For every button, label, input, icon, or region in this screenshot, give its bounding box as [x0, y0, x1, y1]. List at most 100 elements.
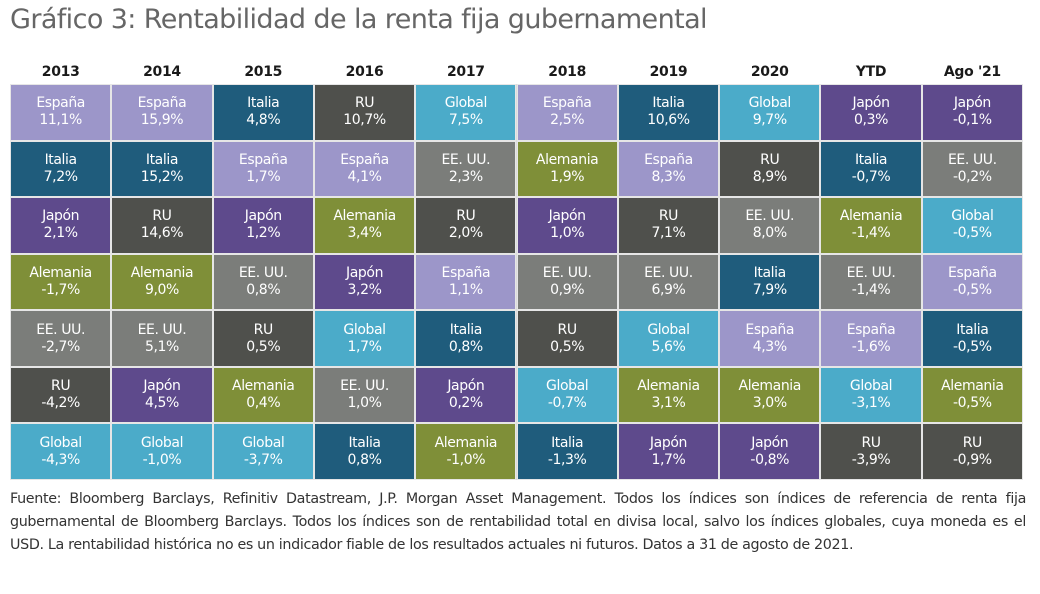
country-label: Alemania [130, 264, 194, 281]
country-label: España [948, 264, 997, 281]
return-value: -4,2% [41, 395, 80, 412]
returns-grid: España 11,1% España 15,9% Italia 4,8% RU 10,7% G… [10, 84, 1023, 480]
grid-cell: Japón 4,5% [111, 366, 213, 424]
country-label: Global [343, 321, 386, 338]
return-value: 7,2% [43, 168, 78, 185]
return-value: -0,5% [953, 338, 992, 355]
return-value: 3,4% [347, 225, 382, 242]
country-label: RU [557, 321, 578, 338]
country-label: Japón [447, 378, 485, 395]
country-label: España [137, 95, 187, 112]
grid-cell: Japón 2,1% [10, 197, 112, 254]
country-label: Japón [346, 264, 384, 281]
grid-cell: Global -1,0% [111, 423, 213, 480]
return-value: 1,9% [550, 168, 585, 185]
grid-cell: Alemania -1,0% [415, 423, 517, 480]
grid-cell: RU 14,6% [111, 197, 213, 254]
return-value: 2,5% [550, 112, 585, 129]
grid-cell: Global -0,5% [921, 197, 1023, 254]
column-header: 2016 [345, 64, 384, 80]
country-label: RU [354, 95, 375, 112]
source-footnote: Fuente: Bloomberg Barclays, Refinitiv Da… [10, 491, 1026, 553]
country-label: RU [760, 151, 780, 168]
grid-cell: Italia 4,8% [212, 84, 314, 141]
country-label: RU [253, 321, 274, 338]
country-label: Alemania [738, 378, 802, 395]
country-label: Italia [44, 151, 78, 168]
country-label: RU [456, 208, 476, 225]
grid-cell: Alemania -1,4% [820, 197, 922, 254]
grid-cell: Alemania 3,4% [313, 197, 416, 254]
return-value: -0,9% [953, 451, 992, 468]
country-label: España [542, 95, 592, 112]
country-label: EE. UU. [947, 151, 997, 168]
return-value: 1,0% [347, 395, 382, 412]
chart-title: Gráfico 3: Rentabilidad de la renta fija… [10, 4, 708, 35]
return-value: -1,4% [851, 225, 891, 242]
country-label: Alemania [333, 208, 396, 225]
column-header: 2020 [750, 64, 789, 80]
country-label: Global [748, 95, 792, 112]
country-label: Alemania [232, 378, 295, 395]
grid-cell: Alemania -1,7% [10, 253, 112, 311]
country-label: Global [39, 434, 83, 451]
country-label: Italia [956, 321, 989, 338]
return-value: 3,2% [347, 281, 382, 298]
return-value: -1,4% [851, 281, 891, 298]
return-value: -0,7% [547, 395, 587, 412]
country-label: Global [647, 321, 690, 338]
return-value: 2,1% [43, 225, 78, 242]
return-value: -1,0% [142, 451, 182, 468]
return-value: 7,5% [448, 112, 483, 129]
grid-cell: RU -3,9% [820, 423, 922, 480]
country-label: Japón [143, 378, 181, 395]
grid-cell: RU 8,9% [719, 140, 821, 198]
return-value: 1,1% [448, 281, 483, 298]
country-label: Japón [244, 208, 282, 225]
grid-cell: EE. UU. -0,2% [921, 140, 1023, 198]
return-value: 15,2% [140, 168, 184, 185]
grid-cell: Alemania 3,1% [617, 366, 720, 424]
country-label: Italia [145, 151, 179, 168]
return-value: 7,9% [752, 281, 787, 298]
grid-cell: Japón -0,1% [921, 84, 1023, 141]
return-value: 1,0% [550, 225, 585, 242]
grid-cell: RU 10,7% [313, 84, 416, 141]
return-value: -3,9% [851, 451, 891, 468]
country-label: España [340, 151, 389, 168]
grid-cell: Japón -0,8% [719, 423, 821, 480]
country-label: Global [140, 434, 184, 451]
return-value: 0,3% [854, 112, 889, 129]
grid-cell: Italia -1,3% [516, 423, 618, 480]
grid-cell: Global 5,6% [617, 310, 720, 367]
country-label: Japón [852, 95, 890, 112]
country-label: España [745, 321, 795, 338]
return-value: -0,5% [953, 281, 992, 298]
grid-cell: EE. UU. 6,9% [617, 253, 720, 311]
return-value: 0,2% [448, 395, 483, 412]
grid-cell: Global 9,7% [719, 84, 821, 141]
return-value: -0,1% [953, 112, 992, 129]
country-label: Italia [551, 434, 584, 451]
grid-cell: RU 0,5% [516, 310, 618, 367]
return-value: 6,9% [651, 281, 686, 298]
country-label: EE. UU. [238, 264, 288, 281]
grid-cell: España 4,1% [313, 140, 416, 198]
country-label: Global [951, 208, 994, 225]
grid-cell: Alemania 9,0% [111, 253, 213, 311]
grid-cell: EE. UU. 1,0% [313, 366, 416, 424]
grid-cell: Italia 0,8% [313, 423, 416, 480]
grid-cell: Japón 0,2% [415, 366, 517, 424]
return-value: -2,7% [41, 338, 80, 355]
grid-cell: Global -0,7% [516, 366, 618, 424]
country-label: Alemania [941, 378, 1004, 395]
column-header: 2018 [548, 64, 587, 80]
return-value: 14,6% [140, 225, 184, 242]
grid-cell: RU -4,2% [10, 366, 112, 424]
return-value: 10,6% [647, 112, 690, 129]
grid-cell: España 1,1% [415, 253, 517, 311]
country-label: Japón [548, 208, 586, 225]
grid-cell: Global -4,3% [10, 423, 112, 480]
grid-cell: Italia -0,5% [921, 310, 1023, 367]
return-value: 1,7% [651, 451, 686, 468]
